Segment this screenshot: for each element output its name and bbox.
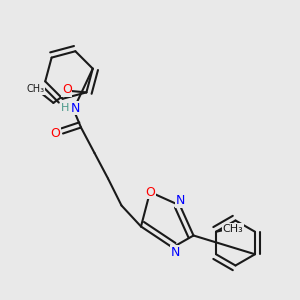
Text: O: O	[145, 185, 155, 199]
Text: N: N	[70, 101, 80, 115]
Text: O: O	[51, 127, 60, 140]
Text: CH₃: CH₃	[26, 84, 44, 94]
Text: H: H	[61, 103, 69, 113]
Text: N: N	[175, 194, 185, 208]
Text: CH₃: CH₃	[223, 224, 244, 234]
Text: O: O	[62, 83, 72, 96]
Text: N: N	[171, 245, 180, 259]
